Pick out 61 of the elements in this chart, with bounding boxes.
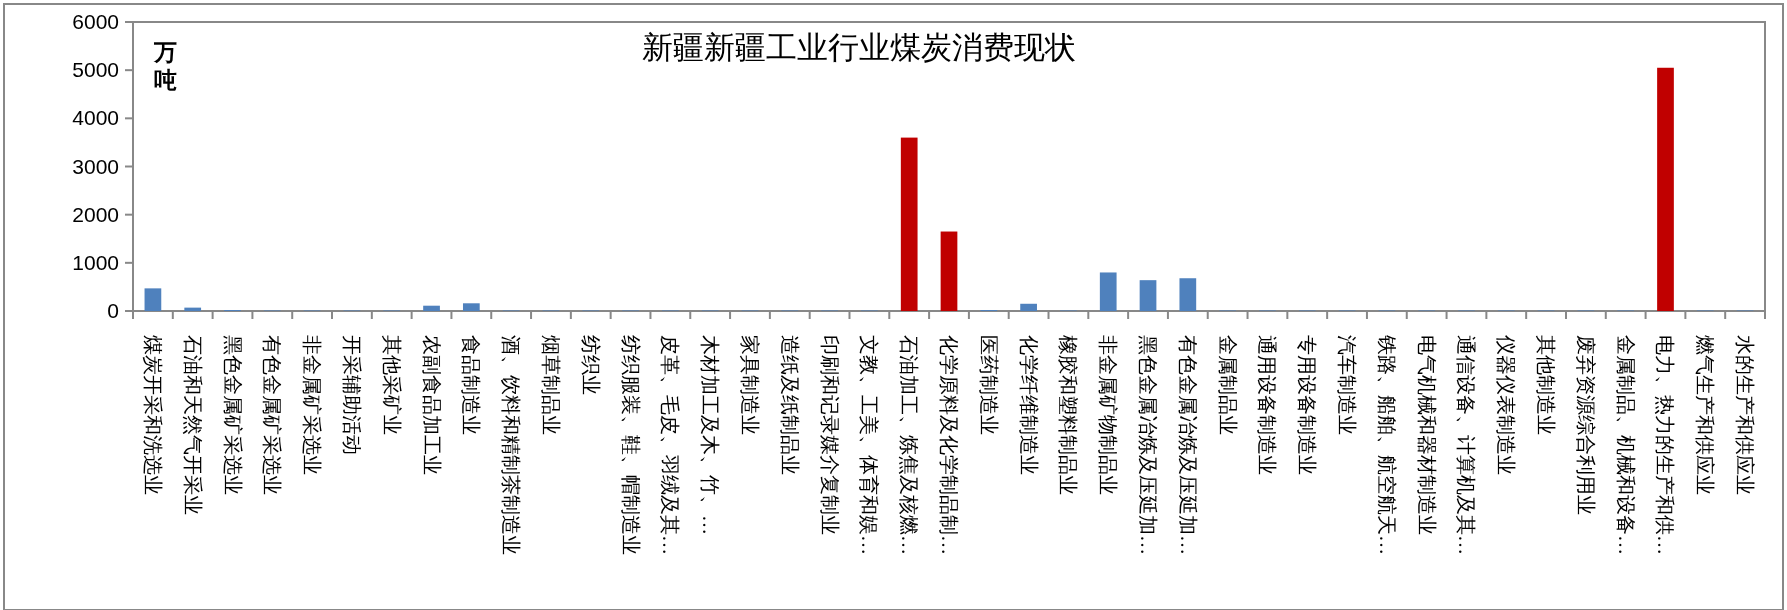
bar [1139,280,1157,311]
x-tick-label: 电力、热力的生产和供… [1654,335,1677,555]
y-tick-label: 3000 [72,154,119,178]
x-tick-label: 有色金属矿采选业 [261,335,284,495]
x-tick-label: 石油加工、炼焦及核燃… [898,335,921,555]
x-tick-label: 橡胶和塑料制品业 [1057,335,1080,495]
x-tick-label: 农副食品加工业 [420,335,443,475]
x-tick-label: 煤炭开采和洗选业 [141,335,164,495]
x-tick-label: 木材加工及木、竹、… [699,335,722,535]
x-tick-label: 皮革、毛皮、羽绒及其… [659,335,682,555]
x-tick-label: 烟草制品业 [539,335,562,435]
x-tick-label: 燃气生产和供应业 [1694,335,1717,495]
x-tick-label: 通用设备制造业 [1256,335,1279,475]
x-tick-label: 金属制品业 [1216,335,1239,435]
bar [1020,303,1037,311]
bar [900,137,918,311]
bar [144,288,162,311]
bar [423,305,440,311]
x-tick-label: 开采辅助活动 [340,335,363,455]
x-tick-label: 其他制造业 [1535,335,1558,435]
y-tick-label: 2000 [72,202,119,226]
x-tick-label: 铁路、船舶、航空航天… [1375,334,1398,555]
x-tick-label: 其他采矿业 [380,335,403,435]
x-tick-label: 水的生产和供应业 [1734,335,1757,495]
x-tick-label: 黑色金属矿采选业 [221,335,244,495]
bar [1099,272,1117,311]
x-tick-label: 黑色金属冶炼及压延加… [1137,335,1160,555]
bar [940,231,958,311]
x-tick-label: 纺织服装、鞋、帽制造业 [619,335,642,555]
y-tick-label: 1000 [72,250,119,274]
x-tick-label: 非金属矿采选业 [301,335,324,475]
x-tick-label: 化学原料及化学制品制… [938,335,960,555]
x-tick-label: 印刷和记录媒介复制业 [818,335,841,535]
x-tick-label: 汽车制造业 [1336,335,1359,435]
x-tick-label: 废弃资源综合利用业 [1574,335,1597,515]
x-tick-label: 电气机械和器材制造业 [1415,335,1438,535]
x-tick-label: 食品制造业 [460,335,483,435]
x-tick-label: 家具制造业 [738,335,761,435]
x-tick-label: 化学纤维制造业 [1017,335,1040,475]
x-tick-label: 非金属矿物制品业 [1097,335,1120,495]
x-tick-label: 造纸及纸制品业 [778,335,801,475]
bar [184,307,202,311]
chart-title: 新疆新疆工业行业煤炭消费现状 [642,30,1076,65]
x-tick-label: 石油和天然气开采业 [181,335,204,515]
y-tick-label: 4000 [72,106,119,130]
x-tick-label: 专用设备制造业 [1296,335,1319,475]
y-tick-label: 6000 [72,10,119,33]
x-tick-label: 有色金属冶炼及压延加… [1176,335,1199,555]
bar [1179,278,1197,311]
x-tick-label: 金属制品、机械和设备… [1614,335,1637,555]
x-tick-label: 文教、工美、体育和娱… [858,335,881,555]
y-tick-label: 5000 [72,58,119,82]
y-tick-label: 0 [107,299,119,322]
x-tick-label: 通信设备、计算机及其… [1455,335,1478,555]
x-tick-label: 仪器仪表制造业 [1495,335,1518,475]
y-axis-title: 万吨 [152,40,177,93]
bar [462,303,480,311]
x-tick-label: 医药制造业 [977,335,1000,435]
bar [1657,67,1674,311]
x-tick-label: 酒、饮料和精制茶制造业 [500,335,523,555]
x-tick-label: 纺织业 [579,335,602,395]
